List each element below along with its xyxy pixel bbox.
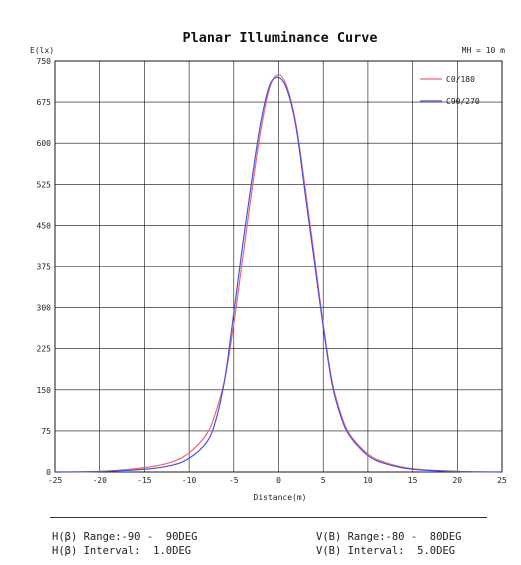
x-tick-label: 0 — [276, 476, 281, 485]
chart-title: Planar Illuminance Curve — [182, 30, 377, 46]
y-tick-label: 300 — [37, 304, 52, 313]
y-tick-label: 600 — [37, 139, 52, 148]
x-tick-label: 10 — [363, 476, 373, 485]
footer-divider — [50, 517, 487, 518]
x-tick-label: 20 — [452, 476, 462, 485]
v-range-text: V(B) Range:-80 - 80DEG — [316, 531, 462, 543]
grid-layer — [54, 60, 503, 473]
y-tick-label: 225 — [37, 345, 52, 354]
x-tick-label: -10 — [182, 476, 197, 485]
y-tick-label: 450 — [37, 221, 52, 230]
y-tick-label: 0 — [46, 468, 51, 477]
v-interval-text: V(B) Interval: 5.0DEG — [316, 545, 456, 557]
series-layer — [54, 74, 503, 473]
y-tick-label: 750 — [37, 57, 52, 66]
x-tick-label: 15 — [408, 476, 418, 485]
x-tick-label: -20 — [92, 476, 107, 485]
h-range-text: H(β) Range:-90 - 90DEG — [52, 531, 198, 543]
y-tick-label: 675 — [37, 98, 52, 107]
x-axis-label: Distance(m) — [254, 493, 307, 502]
x-tick-label: -15 — [137, 476, 152, 485]
y-tick-label: 150 — [37, 386, 52, 395]
x-tick-label: 25 — [497, 476, 507, 485]
x-tick-label: -5 — [229, 476, 239, 485]
series-line-C0-180 — [54, 74, 503, 473]
series-line-C90-270 — [54, 76, 503, 473]
x-tick-label: 5 — [321, 476, 326, 485]
tick-labels: -25 -20 -15 -10 -5 0 5 10 15 20 25 0 75 150 225 300 375 4… — [37, 57, 507, 485]
h-interval-text: H(β) Interval: 1.0DEG — [52, 545, 192, 557]
y-tick-label: 375 — [37, 263, 52, 272]
mounting-height-note: MH = 10 m — [462, 46, 506, 55]
legend: C0/180 C90/270 — [420, 75, 480, 106]
y-tick-label: 75 — [41, 427, 51, 436]
legend-label: C90/270 — [446, 97, 480, 106]
y-tick-label: 525 — [37, 180, 52, 189]
x-tick-label: -25 — [48, 476, 63, 485]
y-axis-label: E(lx) — [30, 46, 54, 55]
legend-label: C0/180 — [446, 75, 475, 84]
